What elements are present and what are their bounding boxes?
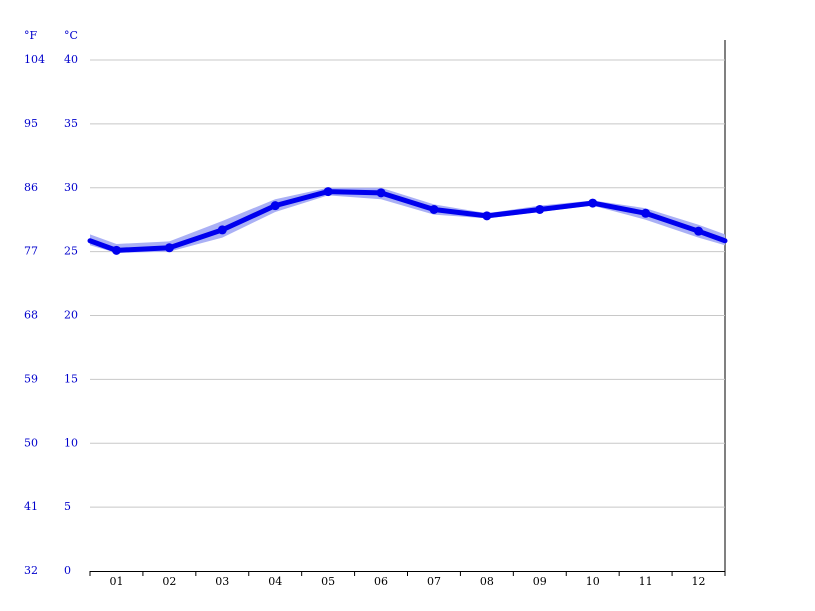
y-tick-label: 20 [64,309,78,322]
y2-tick-label: 32 [24,564,38,577]
y-tick-label: 25 [64,245,78,258]
point [641,208,651,218]
point [482,211,492,221]
x-tick-label: 12 [692,575,706,588]
temperature-line [116,189,700,253]
x-tick-label: 08 [480,575,494,588]
point [323,187,333,197]
line-wrap [87,238,119,253]
y2-tick-label: 77 [24,245,38,258]
x-tick-label: 11 [639,575,653,588]
y2-tick-label: 41 [24,500,38,513]
x-tick-label: 07 [427,575,441,588]
y-tick-label: 40 [64,53,78,66]
y-axis-unit: °C [64,29,78,42]
range-band [116,187,699,253]
x-tick-label: 03 [215,575,229,588]
x-tick-label: 01 [109,575,123,588]
point [111,245,121,255]
point [164,243,174,253]
y-tick-label: 15 [64,372,78,385]
y2-tick-label: 50 [24,436,38,449]
y-tick-label: 35 [64,117,78,130]
x-tick-label: 06 [374,575,388,588]
point [429,204,439,214]
x-tick-label: 05 [321,575,335,588]
point [376,188,386,198]
y2-tick-label: 86 [24,181,38,194]
y-tick-label: 10 [64,436,78,449]
y2-axis-unit: °F [24,29,38,42]
y-tick-label: 5 [64,500,71,513]
point [270,201,280,211]
x-tick-label: 02 [162,575,176,588]
y2-tick-label: 59 [24,372,38,385]
point [535,204,545,214]
y2-tick-label: 68 [24,309,38,322]
y2-tick-label: 104 [24,53,45,66]
line-wrap [696,228,728,244]
y-tick-label: 0 [64,564,71,577]
x-tick-label: 09 [533,575,547,588]
point [217,225,227,235]
point [588,198,598,208]
y2-tick-label: 95 [24,117,38,130]
x-tick-label: 10 [586,575,600,588]
point [694,226,704,236]
y-tick-label: 30 [64,181,78,194]
x-tick-label: 04 [268,575,282,588]
